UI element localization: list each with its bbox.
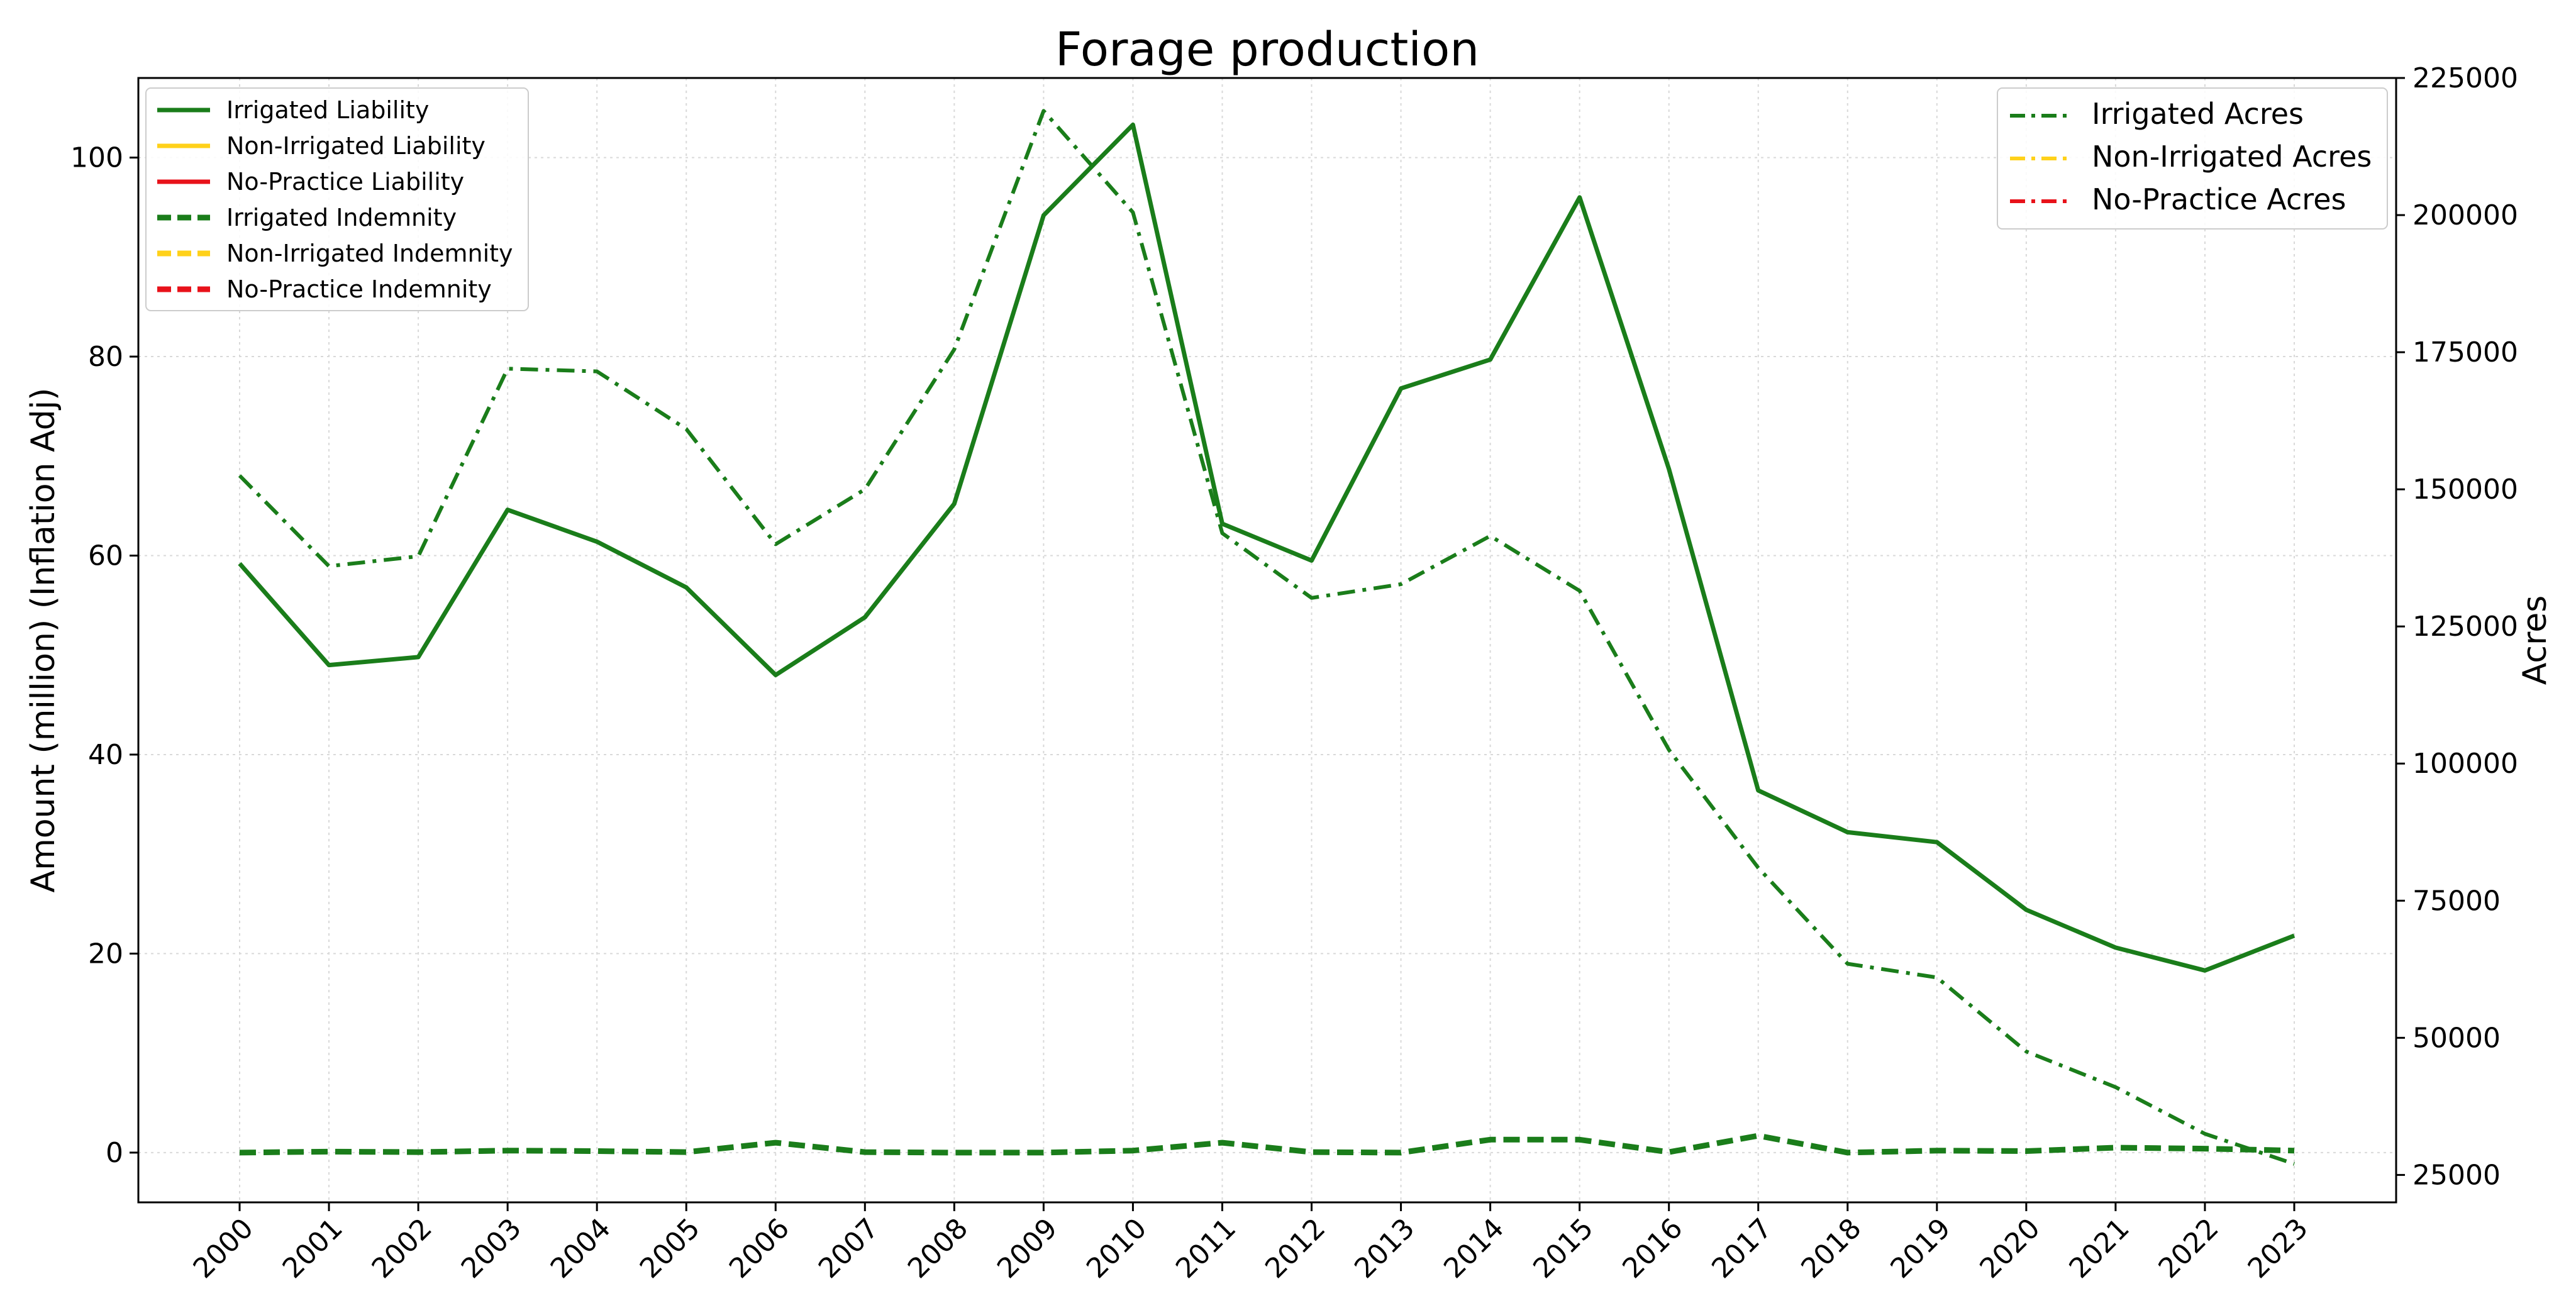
x-tick-label: 2009 xyxy=(991,1212,1063,1285)
y-tick-label: 100 xyxy=(70,142,123,174)
y2-tick-label: 175000 xyxy=(2412,336,2518,369)
plot-frame xyxy=(137,77,2397,1204)
y2-tick-label: 25000 xyxy=(2412,1159,2501,1191)
series-line-irrigated-acres xyxy=(238,109,2295,1166)
legend-right-box xyxy=(1997,87,2388,230)
legend-left-box xyxy=(145,87,529,311)
x-tick-label: 2016 xyxy=(1616,1212,1689,1285)
x-tick-label: 2012 xyxy=(1259,1212,1331,1285)
legend-label: Irrigated Acres xyxy=(2092,97,2304,131)
y2-axis-label: Acres xyxy=(2516,596,2554,685)
x-tick-label: 2021 xyxy=(2063,1212,2135,1285)
x-tick-label: 2023 xyxy=(2242,1212,2314,1285)
x-tick-label: 2007 xyxy=(813,1212,885,1285)
x-tick-label: 2003 xyxy=(455,1212,528,1285)
grid-layer xyxy=(138,78,2396,1202)
x-tick-label: 2005 xyxy=(634,1212,706,1285)
x-tick-label: 2008 xyxy=(902,1212,974,1285)
legend-label: No-Practice Liability xyxy=(226,168,464,196)
x-tick-label: 2013 xyxy=(1348,1212,1421,1285)
x-tick-label: 2017 xyxy=(1706,1212,1778,1285)
y2-tick-label: 100000 xyxy=(2412,748,2518,780)
y2-tick-label: 50000 xyxy=(2412,1022,2501,1054)
y-tick-label: 20 xyxy=(88,938,123,970)
x-tick-label: 2002 xyxy=(366,1212,438,1285)
x-tick-label: 2018 xyxy=(1795,1212,1867,1285)
y2-tick-label: 150000 xyxy=(2412,474,2518,506)
y2-tick-label: 125000 xyxy=(2412,611,2518,643)
x-tick-label: 2011 xyxy=(1170,1212,1242,1285)
chart-title: Forage production xyxy=(1055,23,1479,77)
legend-label: Non-Irrigated Indemnity xyxy=(226,240,513,267)
legend-label: Non-Irrigated Acres xyxy=(2092,140,2372,174)
legend-left: Irrigated Liability Non-Irrigated Liabili… xyxy=(145,87,529,311)
x-tick-label: 2010 xyxy=(1080,1212,1153,1285)
legend-label: Irrigated Indemnity xyxy=(226,204,457,231)
y2-tick-label: 225000 xyxy=(2412,62,2518,94)
series-layer xyxy=(238,109,2296,1166)
legend-label: No-Practice Indemnity xyxy=(226,275,492,303)
x-tick-label: 2015 xyxy=(1527,1212,1599,1285)
x-tick-label: 2019 xyxy=(1884,1212,1957,1285)
legend-label: Irrigated Liability xyxy=(226,96,429,124)
y-tick-label: 40 xyxy=(88,739,123,771)
y-tick-label: 80 xyxy=(88,341,123,373)
x-tick-label: 2020 xyxy=(1974,1212,2046,1285)
x-tick-label: 2001 xyxy=(277,1212,349,1285)
series-line-irrigated-liability xyxy=(238,122,2296,973)
y-axis-label: Amount (million) (Inflation Adj) xyxy=(25,388,62,893)
x-tick-label: 2004 xyxy=(545,1212,617,1285)
series-line-irrigated-indemnity xyxy=(239,1133,2295,1156)
legend-label: Non-Irrigated Liability xyxy=(226,132,486,160)
y2-tick-label: 75000 xyxy=(2412,885,2501,917)
x-tick-label: 2000 xyxy=(187,1212,260,1285)
y-tick-label: 60 xyxy=(88,540,123,572)
legend-label: No-Practice Acres xyxy=(2092,182,2346,216)
y2-tick-label: 200000 xyxy=(2412,199,2518,231)
x-tick-label: 2006 xyxy=(723,1212,796,1285)
legend-right: Irrigated Acres Non-Irrigated Acres No-Pra… xyxy=(1997,87,2388,230)
y-tick-label: 0 xyxy=(106,1137,123,1169)
x-tick-label: 2014 xyxy=(1438,1212,1510,1285)
x-tick-label: 2022 xyxy=(2152,1212,2224,1285)
